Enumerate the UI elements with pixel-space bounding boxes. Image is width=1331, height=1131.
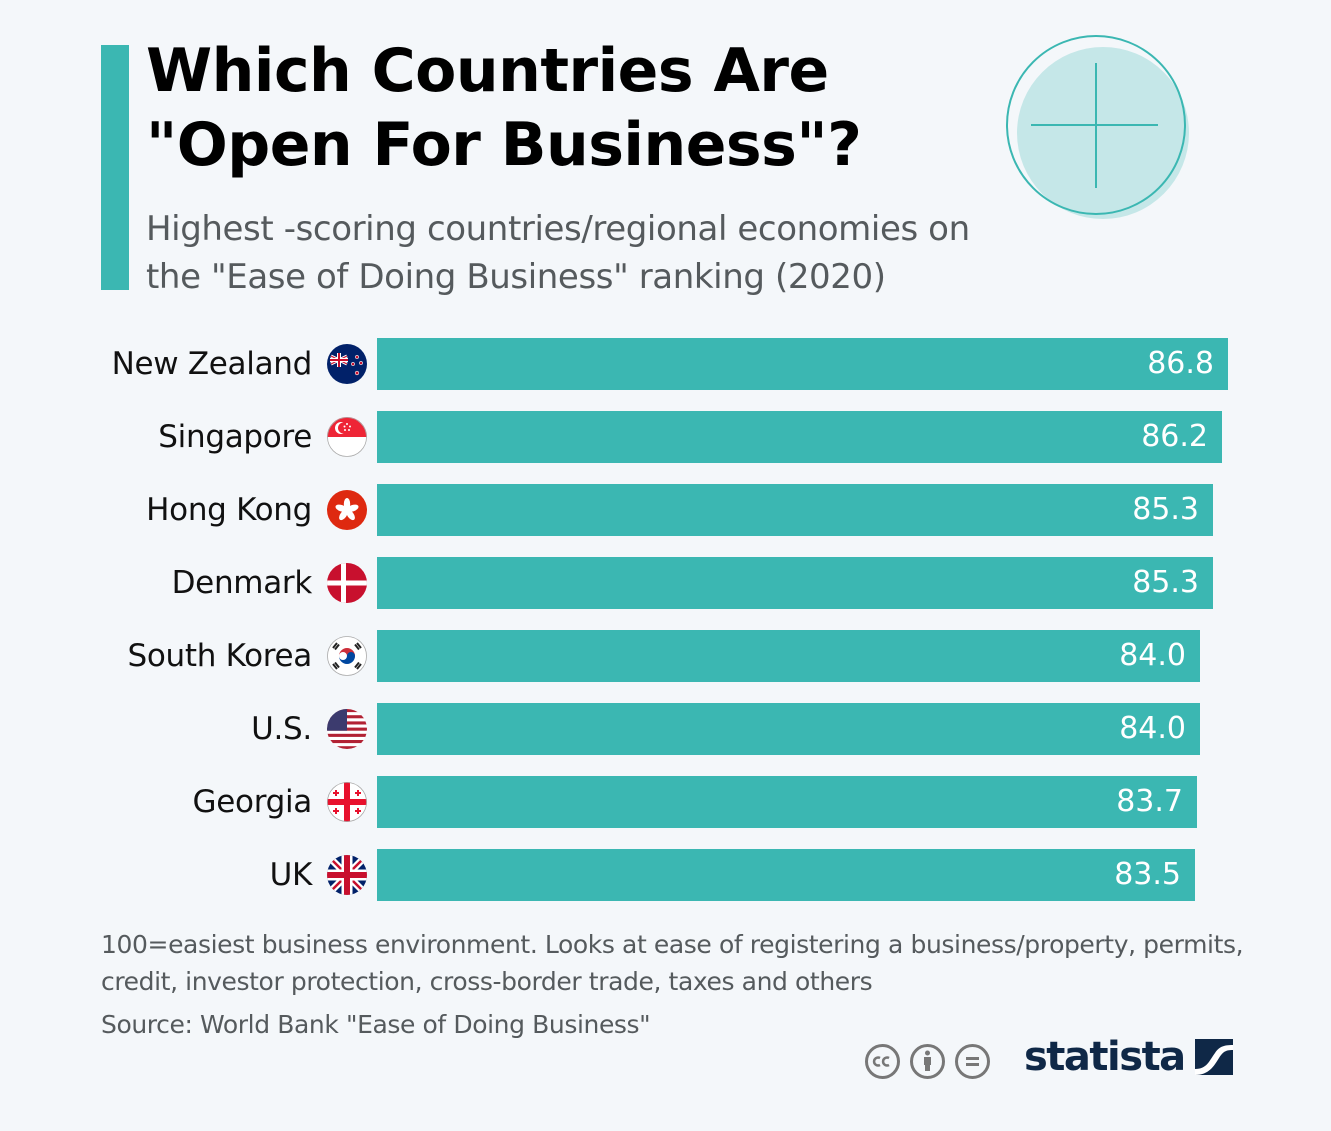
chart-title: Which Countries Are "Open For Business"? xyxy=(146,36,862,180)
singapore-flag-icon xyxy=(327,417,367,457)
bar: 83.7 xyxy=(377,776,1197,828)
value-label: 84.0 xyxy=(1119,638,1186,673)
value-label: 85.3 xyxy=(1132,565,1199,600)
bar-row: South Korea 84.0 xyxy=(0,630,1331,682)
brand-name: statista xyxy=(1024,1034,1186,1080)
value-label: 83.7 xyxy=(1116,784,1183,819)
bar-row: UK 83.5 xyxy=(0,849,1331,901)
bar-row: Denmark 85.3 xyxy=(0,557,1331,609)
value-label: 84.0 xyxy=(1119,711,1186,746)
uk-flag-icon xyxy=(327,855,367,895)
no-derivatives-icon[interactable] xyxy=(954,1043,991,1080)
license-icons[interactable] xyxy=(864,1043,991,1080)
value-label: 83.5 xyxy=(1114,857,1181,892)
bar: 84.0 xyxy=(377,703,1200,755)
south-korea-flag-icon xyxy=(327,636,367,676)
title-accent-bar xyxy=(101,45,129,290)
source-link[interactable]: Source: World Bank "Ease of Doing Busine… xyxy=(101,1010,651,1039)
bar: 86.8 xyxy=(377,338,1228,390)
bar: 84.0 xyxy=(377,630,1200,682)
bar: 85.3 xyxy=(377,484,1213,536)
value-label: 86.2 xyxy=(1141,419,1208,454)
country-label: New Zealand xyxy=(111,346,313,382)
hong-kong-flag-icon xyxy=(327,490,367,530)
value-label: 86.8 xyxy=(1147,346,1214,381)
creative-commons-icon[interactable] xyxy=(864,1043,901,1080)
statista-mark-icon xyxy=(1194,1039,1233,1075)
country-label: Denmark xyxy=(171,565,313,601)
plus-circle-icon xyxy=(1006,35,1189,219)
denmark-flag-icon xyxy=(327,563,367,603)
chart-subtitle: Highest -scoring countries/regional econ… xyxy=(146,209,970,297)
bar: 86.2 xyxy=(377,411,1222,463)
georgia-flag-icon xyxy=(327,782,367,822)
country-label: Singapore xyxy=(158,419,312,455)
country-label: South Korea xyxy=(127,638,312,674)
bar-row: New Zealand 86.8 xyxy=(0,338,1331,390)
statista-logo[interactable]: statista xyxy=(1024,1034,1233,1080)
country-label: Hong Kong xyxy=(146,492,312,528)
bar: 85.3 xyxy=(377,557,1213,609)
bar-row: Hong Kong 85.3 xyxy=(0,484,1331,536)
value-label: 85.3 xyxy=(1132,492,1199,527)
chart-notes: 100=easiest business environment. Looks … xyxy=(101,930,1244,996)
new-zealand-flag-icon xyxy=(327,344,367,384)
bar-row: Singapore 86.2 xyxy=(0,411,1331,463)
bar-row: Georgia 83.7 xyxy=(0,776,1331,828)
attribution-icon[interactable] xyxy=(909,1043,946,1080)
bar-row: U.S. 84.0 xyxy=(0,703,1331,755)
usa-flag-icon xyxy=(327,709,367,749)
country-label: U.S. xyxy=(251,711,312,747)
country-label: UK xyxy=(269,857,313,893)
country-label: Georgia xyxy=(192,784,313,820)
bar: 83.5 xyxy=(377,849,1195,901)
